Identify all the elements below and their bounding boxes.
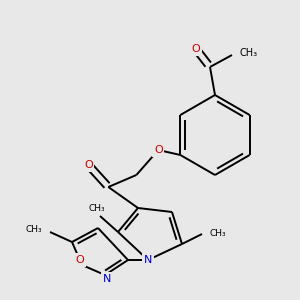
Text: O: O (84, 160, 93, 170)
Text: CH₃: CH₃ (240, 48, 258, 58)
Text: CH₃: CH₃ (210, 230, 226, 238)
Text: CH₃: CH₃ (26, 224, 42, 233)
Text: N: N (144, 255, 152, 265)
Text: O: O (154, 145, 163, 155)
Text: CH₃: CH₃ (89, 204, 105, 213)
Text: O: O (76, 255, 84, 265)
Text: O: O (192, 44, 200, 54)
Text: N: N (103, 274, 111, 284)
